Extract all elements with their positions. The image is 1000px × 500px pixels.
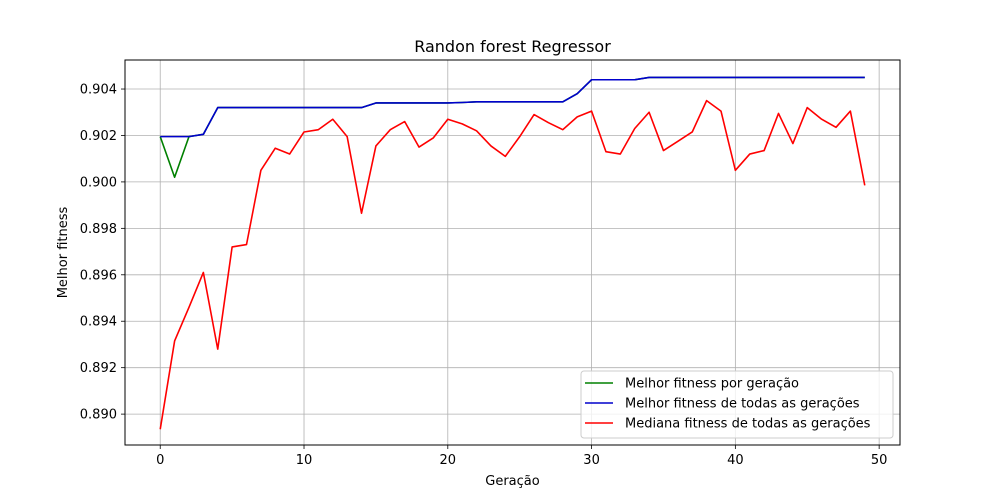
y-tick-label: 0.894 [80,315,117,330]
y-axis-label: Melhor fitness [56,206,71,298]
axis-ticks: 0 10 20 30 40 50 0.890 0.892 0.894 0.896 0.898 0.90… [80,83,888,468]
legend-label-1: Melhor fitness por geração [625,377,799,392]
y-tick-label: 0.900 [80,175,117,190]
x-tick-label: 50 [871,453,888,468]
chart-title: Randon forest Regressor [414,37,611,56]
legend: Melhor fitness por geração Melhor fitness… [580,370,894,439]
x-tick-label: 0 [156,453,164,468]
legend-label-2: Melhor fitness de todas as gerações [625,397,860,412]
y-tick-label: 0.902 [80,129,117,144]
x-axis-label: Geração [485,474,539,489]
legend-box [580,370,894,439]
y-tick-label: 0.904 [80,83,117,98]
series-lines [159,76,866,430]
x-tick-label: 20 [440,453,457,468]
plot-frame [124,59,901,446]
series-line-2 [160,76,865,138]
y-tick-label: 0.898 [80,222,117,237]
x-tick-label: 30 [583,453,600,468]
series-line-3 [159,99,866,430]
x-tick-label: 40 [727,453,744,468]
y-tick-label: 0.890 [80,408,117,423]
y-tick-label: 0.896 [80,268,117,283]
x-tick-label: 10 [296,453,313,468]
legend-label-3: Mediana fitness de todas as gerações [625,417,871,432]
y-tick-label: 0.892 [80,361,117,376]
